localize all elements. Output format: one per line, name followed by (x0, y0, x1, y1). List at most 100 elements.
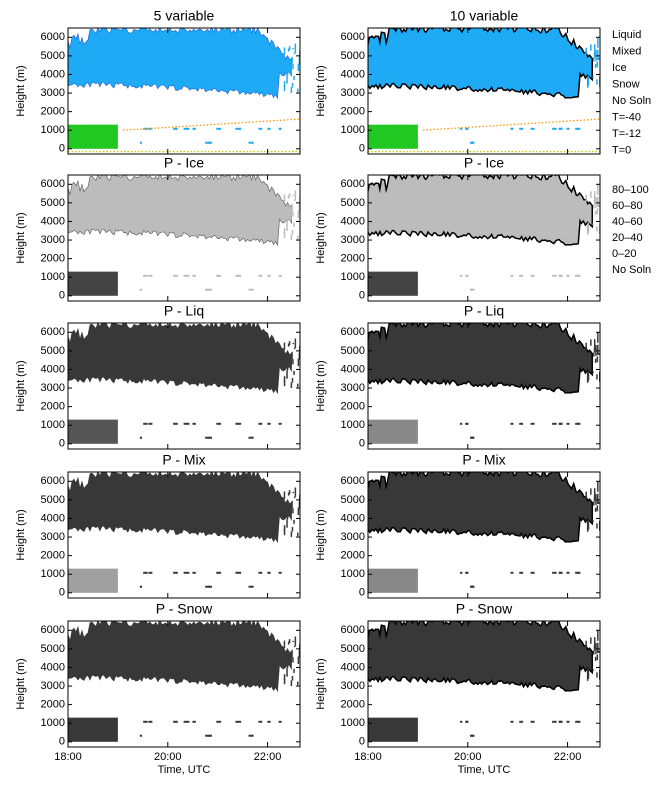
low-dot (173, 571, 178, 574)
low-dot (216, 571, 222, 574)
y-tick-label: 4000 (341, 661, 365, 673)
low-dot (519, 127, 524, 130)
low-dot (143, 720, 148, 723)
low-dot (139, 734, 143, 737)
y-axis-label: Height (m) (315, 509, 327, 560)
cloud-body (368, 472, 592, 542)
low-dot (205, 288, 211, 291)
panel-title: P - Snow (156, 601, 213, 617)
low-dot (148, 274, 153, 277)
low-dot (510, 422, 514, 425)
panel-frame (367, 27, 601, 155)
legend-entry: Mixed (612, 45, 641, 57)
y-tick-label: 3000 (41, 382, 65, 394)
low-dot (183, 422, 190, 425)
low-dot (235, 720, 242, 723)
low-dot (192, 720, 196, 723)
low-dot (465, 422, 468, 425)
y-tick-label: 0 (359, 736, 365, 748)
low-dot (183, 127, 190, 130)
legend-entry: Snow (612, 78, 640, 90)
x-axis-label: Time, UTC (458, 764, 511, 776)
y-tick-label: 0 (359, 143, 365, 155)
panel-frame (67, 620, 301, 748)
low-dot (143, 571, 148, 574)
low-dot (208, 436, 212, 439)
y-tick-label: 4000 (341, 512, 365, 524)
y-tick-label: 0 (59, 438, 65, 450)
panel-title: P - Mix (162, 452, 205, 468)
low-dot (235, 274, 242, 277)
cloud-body (68, 621, 292, 693)
panel-frame (67, 471, 301, 599)
low-dot (530, 274, 535, 277)
low-dot (148, 571, 153, 574)
low-dot (552, 422, 557, 425)
low-cloud (68, 124, 118, 149)
low-dot (148, 127, 153, 130)
y-tick-label: 0 (59, 736, 65, 748)
low-dot (267, 720, 271, 723)
low-dot (235, 422, 242, 425)
y-tick-label: 3000 (41, 680, 65, 692)
y-tick-label: 1000 (41, 271, 65, 283)
y-tick-label: 4000 (41, 215, 65, 227)
low-dot (148, 422, 153, 425)
cloud-body (368, 28, 592, 98)
low-dot (575, 127, 579, 130)
low-dot (465, 274, 468, 277)
low-dot (530, 127, 535, 130)
low-dot (470, 141, 475, 144)
low-dot (465, 127, 468, 130)
y-tick-label: 3000 (41, 87, 65, 99)
low-dot (139, 288, 143, 291)
x-tick-label: 20:00 (154, 751, 182, 763)
cloud-body (68, 28, 292, 100)
plot-area (368, 175, 600, 296)
low-dot (258, 274, 263, 277)
cloud-body (368, 175, 592, 245)
low-dot (459, 720, 463, 723)
low-dot (566, 720, 570, 723)
low-dot (183, 571, 190, 574)
low-dot (519, 274, 524, 277)
panel-title: P - Ice (464, 155, 504, 171)
low-dot (459, 422, 463, 425)
low-dot (216, 720, 222, 723)
low-dot (566, 274, 570, 277)
panel-frame (367, 322, 601, 450)
y-tick-label: 4000 (341, 215, 365, 227)
low-dot (192, 274, 196, 277)
low-dot (465, 571, 468, 574)
x-tick-label: 18:00 (54, 751, 82, 763)
low-dot (552, 127, 557, 130)
y-tick-label: 6000 (41, 178, 65, 190)
panel-title: 10 variable (450, 8, 519, 24)
low-dot (519, 422, 524, 425)
low-cloud (368, 124, 418, 149)
low-dot (577, 571, 581, 574)
y-tick-label: 3000 (341, 531, 365, 543)
x-axis-label: Time, UTC (158, 764, 211, 776)
y-axis-label: Height (m) (15, 212, 27, 263)
y-tick-label: 1000 (341, 124, 365, 136)
low-dot (459, 127, 463, 130)
y-tick-label: 1000 (41, 419, 65, 431)
low-dot (558, 571, 563, 574)
low-dot (278, 422, 282, 425)
y-tick-label: 1000 (341, 419, 365, 431)
low-cloud (68, 419, 118, 444)
y-tick-label: 6000 (341, 326, 365, 338)
plot-area (68, 175, 300, 296)
y-axis-label: Height (m) (315, 65, 327, 116)
y-tick-label: 5000 (341, 643, 365, 655)
low-dot (510, 720, 514, 723)
y-tick-label: 1000 (341, 717, 365, 729)
legend-entry: Liquid (612, 29, 641, 41)
low-dot (552, 571, 557, 574)
y-axis-label: Height (m) (315, 212, 327, 263)
y-tick-label: 1000 (41, 124, 65, 136)
plot-area (68, 28, 300, 153)
temperature-line (422, 118, 600, 131)
